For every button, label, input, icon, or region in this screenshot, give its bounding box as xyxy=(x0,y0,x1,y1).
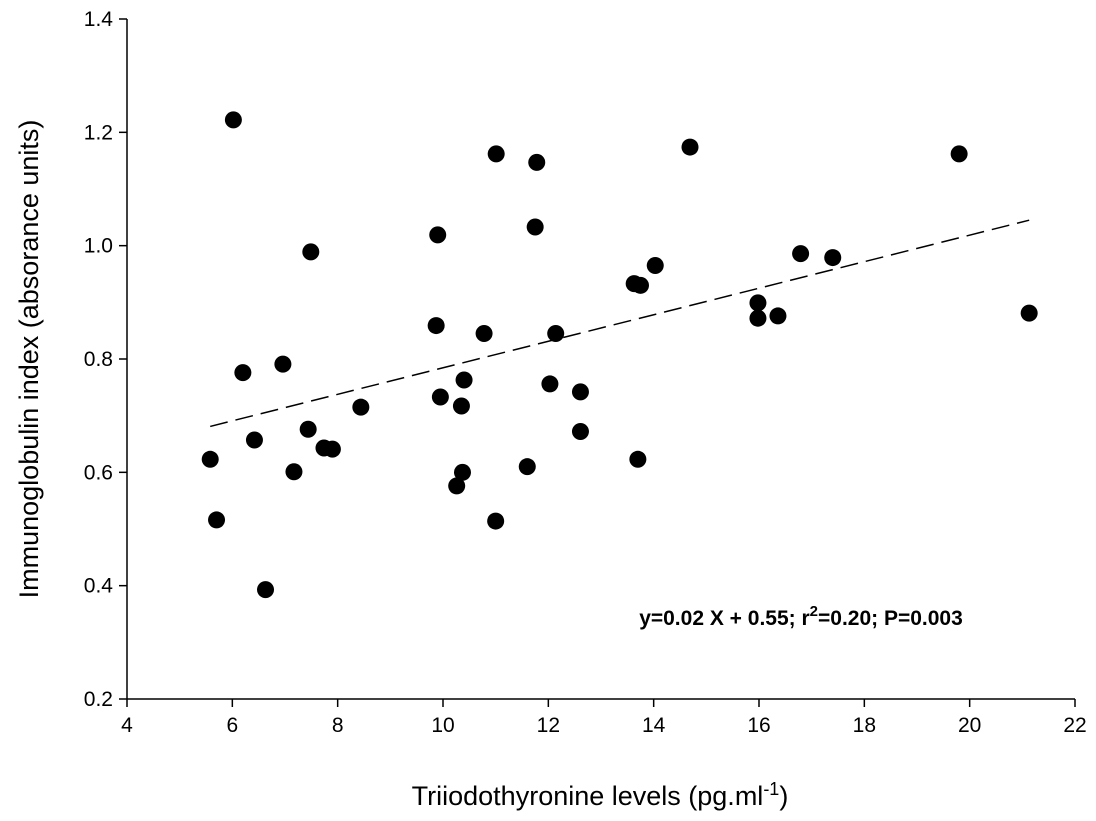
data-point xyxy=(427,317,445,335)
y-tick-label: 1.2 xyxy=(84,121,113,144)
data-point xyxy=(299,420,317,438)
x-axis-title-text: Triiodothyronine levels (pg.ml xyxy=(412,781,764,811)
data-point xyxy=(455,371,473,389)
data-point xyxy=(453,463,471,481)
data-point xyxy=(749,294,767,312)
x-axis-title: Triiodothyronine levels (pg.ml-1) xyxy=(412,779,789,811)
data-point xyxy=(824,249,842,267)
data-point xyxy=(201,450,219,468)
y-tick-label: 1.4 xyxy=(84,8,114,31)
data-point xyxy=(629,450,647,468)
data-point xyxy=(245,431,263,449)
data-point xyxy=(1020,304,1038,322)
data-point xyxy=(257,581,275,599)
x-tick-label: 4 xyxy=(121,714,133,737)
y-axis-title: Immunoglobulin index (absorance units) xyxy=(14,120,44,599)
data-point xyxy=(448,477,466,495)
y-tick-label: 0.8 xyxy=(84,348,113,371)
x-axis-title-superscript: -1 xyxy=(763,779,779,799)
annotation-equation: y=0.02 X + 0.55; r xyxy=(639,607,809,630)
regression-line xyxy=(210,219,1030,428)
y-ticks: 0.2 0.4 0.6 0.8 1.0 1.2 1.4 xyxy=(84,8,127,711)
x-tick-label: 14 xyxy=(642,714,666,737)
data-point xyxy=(646,257,664,274)
data-point xyxy=(528,153,546,171)
data-point xyxy=(352,398,370,416)
data-point xyxy=(208,511,226,529)
data-point xyxy=(475,325,493,342)
x-ticks: 4 6 8 10 12 14 16 18 20 22 xyxy=(121,699,1087,737)
data-point xyxy=(302,243,320,261)
data-point xyxy=(792,245,810,263)
x-tick-label: 16 xyxy=(747,714,770,737)
x-tick-label: 8 xyxy=(332,714,344,737)
data-point xyxy=(429,226,447,244)
data-point xyxy=(274,355,292,373)
x-tick-label: 20 xyxy=(958,714,981,737)
annotation-superscript: 2 xyxy=(810,603,818,620)
data-point xyxy=(224,111,242,129)
y-tick-label: 0.4 xyxy=(84,575,114,598)
x-tick-label: 12 xyxy=(537,714,560,737)
regression-annotation: y=0.02 X + 0.55; r2=0.20; P=0.003 xyxy=(639,603,963,630)
y-tick-label: 0.6 xyxy=(84,461,113,484)
y-tick-label: 0.2 xyxy=(84,688,113,711)
y-tick-label: 1.0 xyxy=(84,235,113,258)
data-point xyxy=(571,423,589,441)
data-point xyxy=(632,276,649,294)
data-point xyxy=(234,364,252,382)
data-point xyxy=(681,138,699,156)
data-points xyxy=(201,111,1038,599)
data-point xyxy=(285,463,303,481)
data-point xyxy=(518,458,536,476)
data-point xyxy=(487,512,505,530)
data-point xyxy=(526,218,544,236)
data-point xyxy=(431,388,449,406)
data-point xyxy=(749,309,767,327)
data-point xyxy=(547,325,565,342)
x-tick-label: 10 xyxy=(431,714,454,737)
annotation-stats: =0.20; P=0.003 xyxy=(818,607,963,630)
data-point xyxy=(769,307,787,325)
data-point xyxy=(487,145,505,163)
x-tick-label: 18 xyxy=(853,714,876,737)
data-point xyxy=(452,397,470,415)
x-tick-label: 22 xyxy=(1063,714,1086,737)
x-axis-title-end: ) xyxy=(779,781,788,811)
data-point xyxy=(323,440,341,458)
data-point xyxy=(571,383,589,401)
data-point xyxy=(950,145,968,163)
data-point xyxy=(541,375,559,393)
x-tick-label: 6 xyxy=(226,714,238,737)
